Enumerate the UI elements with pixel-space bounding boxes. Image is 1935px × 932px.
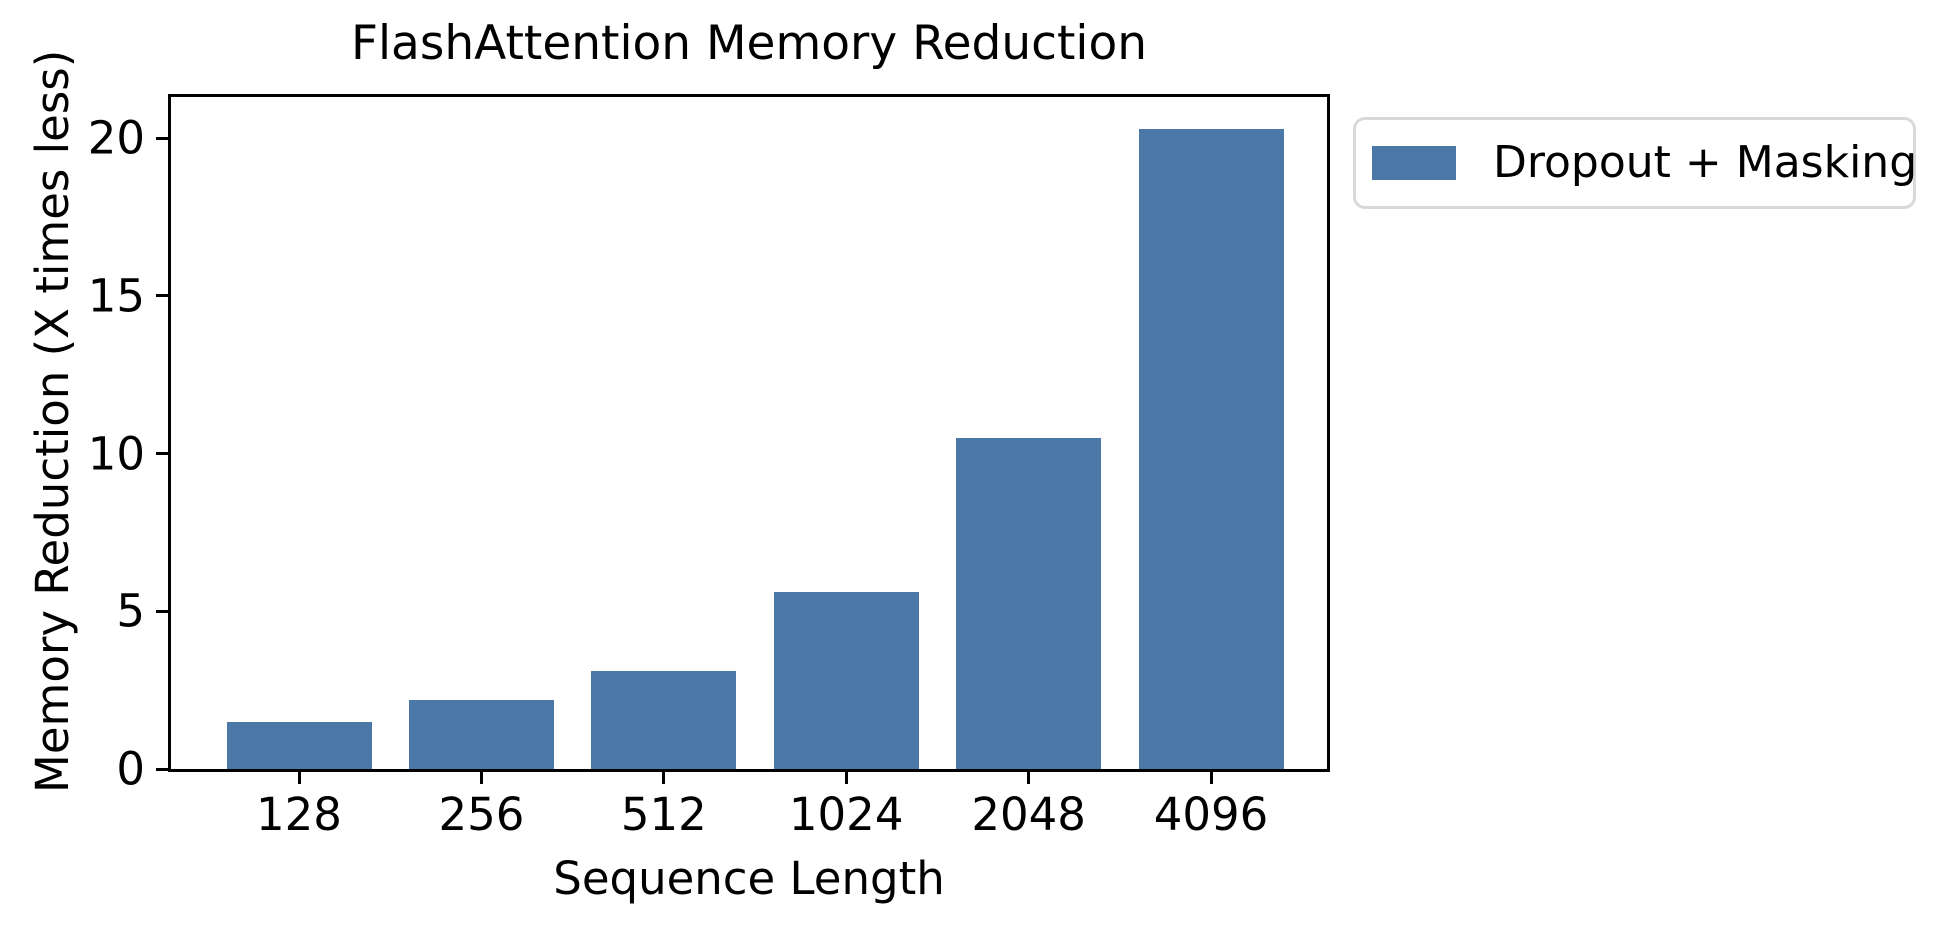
y-tick-label: 10 [87, 427, 145, 480]
x-axis-label: Sequence Length [553, 852, 945, 905]
x-tick-label: 4096 [1153, 788, 1269, 841]
x-tick-mark [1209, 769, 1213, 784]
legend: Dropout + Masking [1353, 117, 1918, 209]
bar-512 [591, 671, 737, 769]
x-tick-label: 256 [438, 788, 525, 841]
bar-256 [408, 699, 554, 769]
legend-swatch [1372, 146, 1456, 180]
chart-title: FlashAttention Memory Reduction [350, 16, 1148, 71]
bar-4096 [1138, 128, 1284, 769]
y-tick-mark [156, 294, 171, 298]
y-tick-label: 15 [87, 269, 145, 323]
legend-label: Dropout + Masking [1493, 137, 1918, 188]
y-tick-mark [156, 452, 171, 455]
x-tick-mark [479, 769, 483, 784]
x-tick-mark [1027, 769, 1031, 784]
y-tick-mark [156, 767, 171, 771]
y-tick-mark [156, 609, 171, 613]
x-tick-label: 128 [256, 788, 342, 841]
y-tick-label: 5 [116, 584, 145, 638]
x-tick-label: 2048 [971, 788, 1086, 841]
x-tick-mark [844, 769, 848, 784]
plot-area: 128 256 512 1024 2048 4096 0 5 10 15 20 [88, 94, 1330, 839]
bar-1024 [773, 592, 919, 769]
x-tick-mark [662, 769, 666, 784]
bar-2048 [956, 437, 1102, 769]
bar-128 [226, 721, 372, 769]
y-tick-label: 0 [116, 742, 145, 796]
x-tick-mark [297, 769, 301, 784]
y-tick-label: 20 [87, 111, 145, 165]
y-tick-mark [156, 136, 171, 140]
y-axis-label: Memory Reduction (X times less) [26, 49, 79, 793]
x-tick-label: 1024 [788, 788, 904, 841]
x-tick-label: 512 [620, 788, 707, 841]
